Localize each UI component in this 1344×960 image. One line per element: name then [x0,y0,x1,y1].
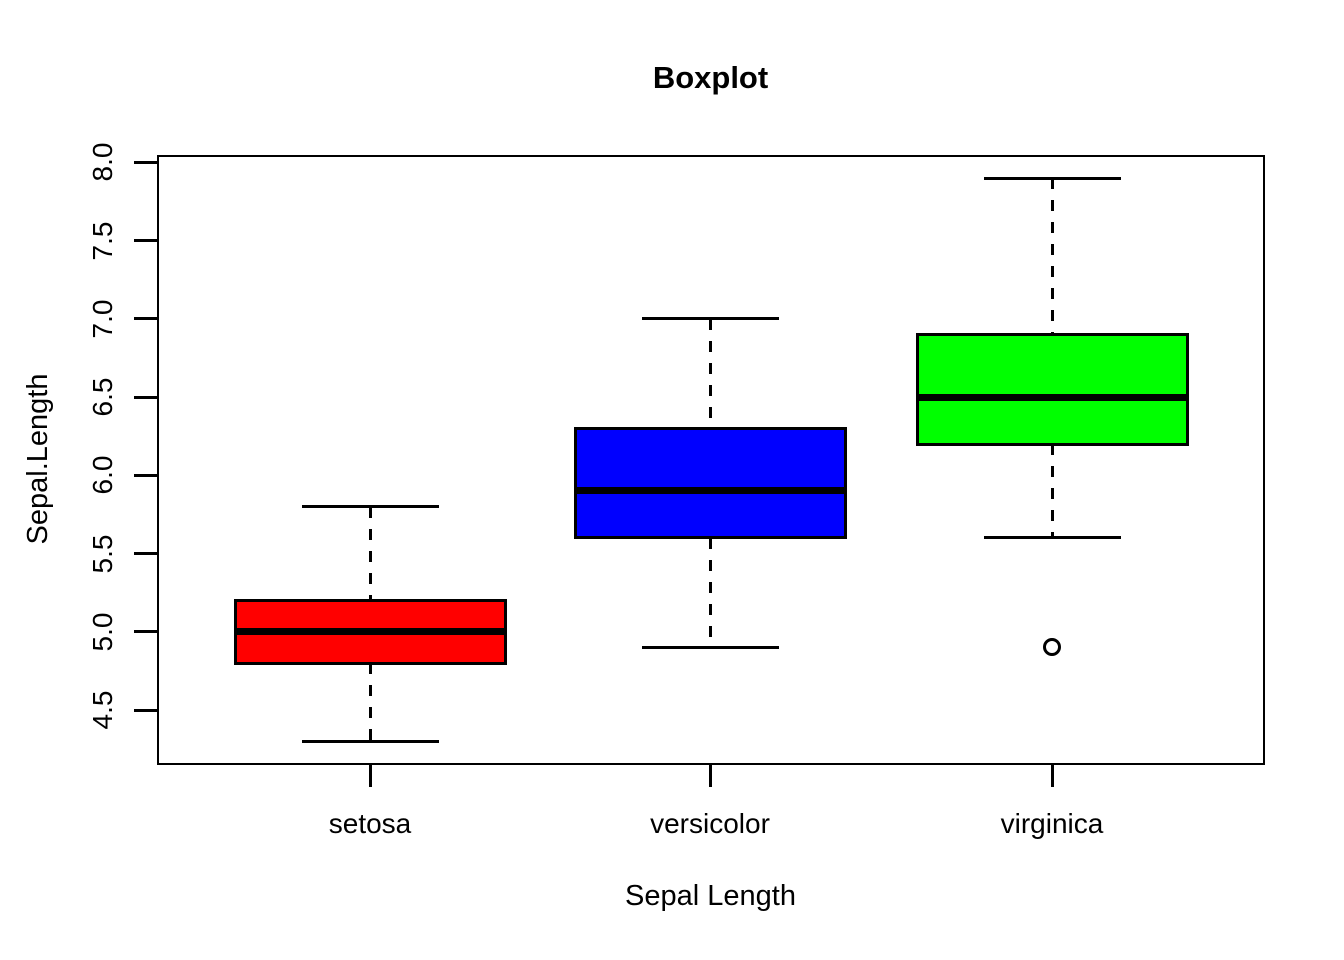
x-tick [708,763,712,787]
y-tick [134,630,158,634]
y-tick-label: 4.5 [87,690,118,730]
whisker-cap-low-versicolor [641,645,779,649]
whisker-cap-low-setosa [301,739,439,743]
y-tick [134,160,158,164]
y-tick-label: 6.0 [87,455,118,495]
box-versicolor [573,426,847,540]
whisker-upper-versicolor [708,318,712,429]
y-tick [134,317,158,321]
y-tick-label: 8.0 [87,143,118,182]
whisker-lower-versicolor [708,537,712,648]
y-tick [134,239,158,243]
box-virginica [915,333,1189,446]
y-tick-label: 6.5 [87,377,118,417]
whisker-lower-virginica [1050,444,1054,538]
whisker-cap-high-versicolor [641,317,779,321]
x-tick [1050,763,1054,787]
x-tick-label-virginica: virginica [1000,808,1104,839]
x-axis-title: Sepal Length [625,880,796,912]
y-axis-title: Sepal.Length [22,373,54,545]
outlier-point-virginica [1043,638,1061,657]
whisker-cap-high-virginica [983,176,1121,180]
y-tick [134,473,158,477]
chart-title: Boxplot [652,60,769,95]
y-tick-label: 5.5 [87,534,118,574]
y-tick-label: 5.0 [87,612,118,652]
y-tick [134,552,158,556]
x-tick-label-versicolor: versicolor [650,808,770,839]
y-tick-label: 7.5 [87,221,118,261]
whisker-cap-high-setosa [301,505,439,509]
median-line-setosa [233,628,507,636]
whisker-upper-setosa [368,506,372,601]
whisker-upper-virginica [1050,178,1054,335]
x-tick [368,763,372,787]
x-tick-label-setosa: setosa [328,808,412,839]
median-line-virginica [915,393,1189,401]
y-tick [134,708,158,712]
y-tick [134,395,158,399]
whisker-lower-setosa [368,663,372,742]
median-line-versicolor [573,487,847,495]
whisker-cap-low-virginica [983,536,1121,540]
y-tick-label: 7.0 [87,299,118,339]
